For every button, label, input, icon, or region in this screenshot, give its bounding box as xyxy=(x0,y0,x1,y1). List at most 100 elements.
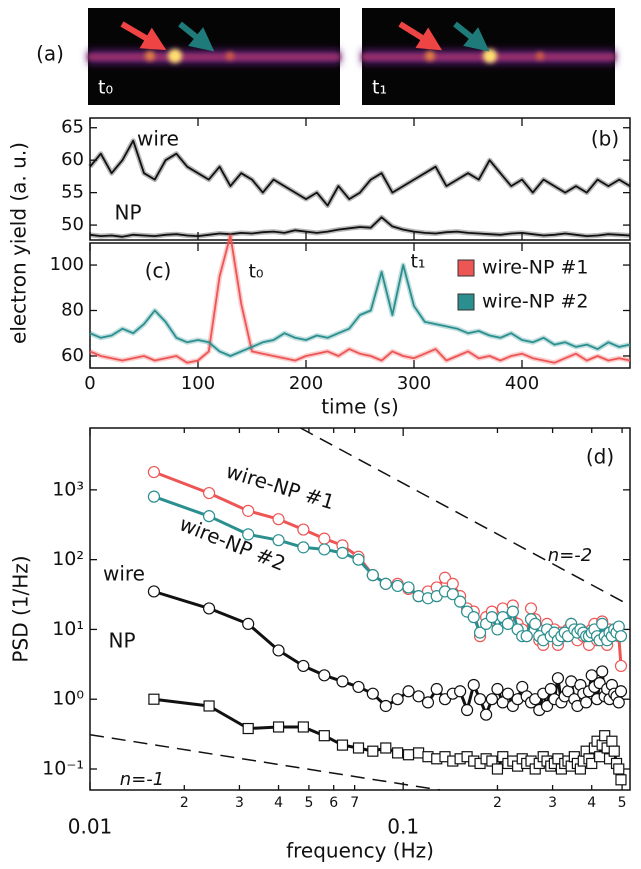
x-tick-label: 6 xyxy=(329,795,338,811)
marker xyxy=(242,722,254,735)
marker xyxy=(614,630,628,643)
marker xyxy=(480,708,493,721)
annotation: t₀ xyxy=(248,261,263,283)
marker xyxy=(391,693,404,706)
x-tick-label: 400 xyxy=(505,373,539,394)
y-axis-title: electron yield (a. u.) xyxy=(7,142,31,344)
marker xyxy=(366,687,379,700)
marker xyxy=(297,721,309,733)
marker xyxy=(202,602,216,615)
marker xyxy=(148,693,160,705)
marker xyxy=(491,682,504,696)
x-tick-label: 200 xyxy=(289,373,323,394)
marker xyxy=(430,682,443,696)
frame-image: t₁ xyxy=(362,8,615,105)
marker xyxy=(580,696,593,709)
marker xyxy=(297,541,310,554)
marker xyxy=(506,605,519,618)
plot-frame xyxy=(89,242,631,369)
marker xyxy=(352,742,365,754)
hot-spot xyxy=(226,52,234,60)
marker xyxy=(402,581,415,594)
hot-spot xyxy=(483,49,497,63)
marker xyxy=(467,678,480,692)
legend-swatch xyxy=(457,259,475,277)
marker xyxy=(336,739,349,751)
marker xyxy=(606,735,618,747)
y-tick-label: 10³ xyxy=(52,478,84,500)
annotation: t₁ xyxy=(410,251,425,273)
marker xyxy=(402,685,415,698)
x-tick-label: 3 xyxy=(548,795,557,811)
x-tick-label: 4 xyxy=(274,795,283,811)
x-tick-label: 300 xyxy=(397,373,431,394)
x-tick-label: 7 xyxy=(350,795,359,811)
marker xyxy=(202,510,216,523)
reference-label: n=-1 xyxy=(120,769,164,790)
marker xyxy=(529,617,542,631)
series-line xyxy=(89,234,631,364)
marker xyxy=(485,611,498,624)
legend-swatch xyxy=(457,293,475,311)
marker xyxy=(297,659,310,673)
marker xyxy=(608,745,620,757)
marker xyxy=(473,693,487,706)
marker xyxy=(242,617,255,631)
panel: 60 80 100 0 100 200 300 400 wire-NP #1 wire-NP #2… xyxy=(50,233,631,419)
y-tick-label: 80 xyxy=(61,300,84,321)
marker xyxy=(202,486,216,500)
marker xyxy=(596,617,609,631)
hot-spot xyxy=(145,51,155,61)
x-tick-label: 0.1 xyxy=(387,815,419,839)
marker xyxy=(613,763,625,775)
marker xyxy=(352,553,365,566)
x-tick-label: 2 xyxy=(493,795,502,811)
marker xyxy=(412,690,425,703)
y-tick-label: 55 xyxy=(61,182,84,203)
marker xyxy=(272,513,285,526)
marker xyxy=(367,745,379,757)
marker xyxy=(473,626,487,639)
marker xyxy=(454,595,467,608)
marker xyxy=(336,675,349,688)
marker xyxy=(379,699,392,713)
marker xyxy=(272,721,285,733)
marker xyxy=(318,532,331,545)
series-label: wire-NP #2 xyxy=(176,511,289,575)
hot-spot xyxy=(425,51,435,61)
marker xyxy=(586,757,598,770)
y-tick-label: 10¹ xyxy=(52,618,84,640)
marker xyxy=(147,465,161,479)
marker xyxy=(318,730,330,742)
hot-spot xyxy=(168,49,182,63)
series-label: NP xyxy=(114,201,141,225)
panel-label: (c) xyxy=(145,259,172,283)
marker xyxy=(454,685,467,698)
marker xyxy=(491,763,504,775)
series-label: wire xyxy=(137,127,179,151)
reference-label: n=-2 xyxy=(548,545,592,566)
y-axis-title: PSD (1/Hz) xyxy=(9,555,33,662)
panel: 50 55 60 65 wire NP (b) electron yield (a. u.) xyxy=(7,117,632,344)
marker xyxy=(446,588,459,601)
x-tick-label: 2 xyxy=(180,795,189,811)
y-tick-label: 10⁰ xyxy=(52,688,84,710)
arrow xyxy=(120,21,167,51)
marker xyxy=(551,672,565,685)
y-tick-label: 50 xyxy=(61,214,84,235)
panel-label: (d) xyxy=(586,445,614,469)
x-tick-label: 0.01 xyxy=(68,815,113,839)
y-tick-label: 60 xyxy=(61,345,84,366)
marker xyxy=(272,534,285,547)
marker xyxy=(391,579,404,593)
plot-frame xyxy=(89,117,631,241)
x-tick-label: 100 xyxy=(181,373,215,394)
marker xyxy=(612,696,625,709)
marker xyxy=(501,687,515,700)
marker xyxy=(540,699,554,713)
marker xyxy=(467,611,480,624)
x-tick-label: 3 xyxy=(235,795,244,811)
